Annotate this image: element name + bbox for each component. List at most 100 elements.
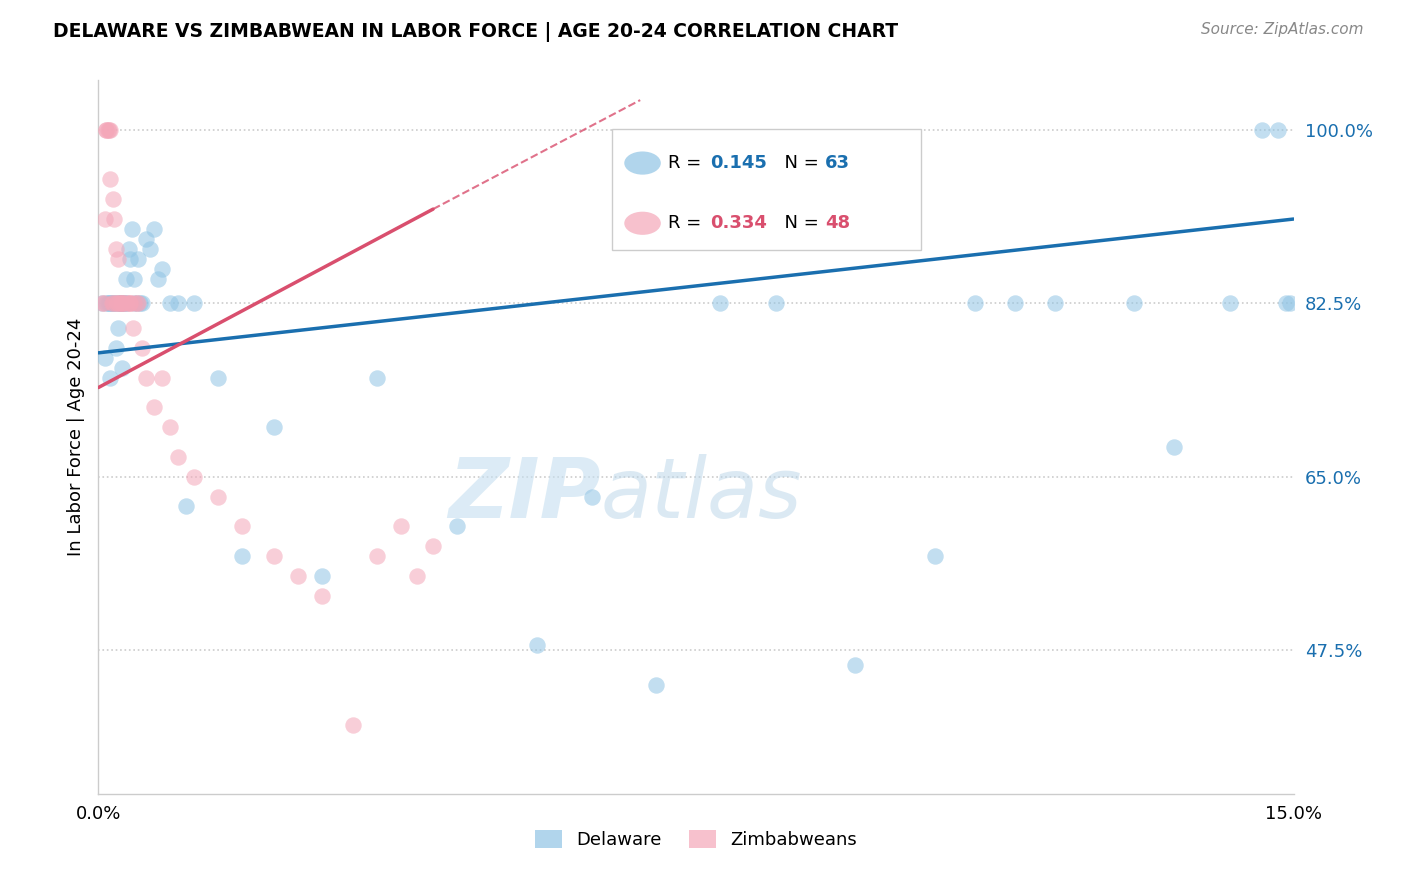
Point [1278,296,1301,310]
Text: 48: 48 [825,214,851,232]
Point [114,296,136,310]
Point [963,296,986,310]
Point [115,271,138,285]
Text: N =: N = [773,214,825,232]
Point [96,123,118,137]
Point [107,321,129,335]
Point [924,549,946,563]
Point [98,296,122,310]
Text: 0.145: 0.145 [710,154,766,172]
Point [108,296,131,310]
Point [581,490,603,504]
Point [263,549,285,563]
Point [366,370,388,384]
Point [110,296,132,310]
Text: 0.334: 0.334 [710,214,766,232]
Text: DELAWARE VS ZIMBABWEAN IN LABOR FORCE | AGE 20-24 CORRELATION CHART: DELAWARE VS ZIMBABWEAN IN LABOR FORCE | … [53,22,898,42]
Point [103,296,125,310]
Point [406,569,429,583]
Point [389,519,412,533]
Point [143,401,166,415]
Point [342,717,364,731]
Point [167,450,190,464]
Point [231,549,253,563]
Point [111,296,134,310]
Point [101,192,124,206]
Point [121,222,143,236]
Point [96,296,118,310]
Point [1267,123,1289,137]
Point [104,296,127,310]
Point [97,123,120,137]
Point [125,296,148,310]
Point [135,232,157,246]
Point [105,296,128,310]
Text: R =: R = [668,154,707,172]
Point [118,296,141,310]
Point [127,252,149,266]
Point [127,296,149,310]
Point [108,296,131,310]
Point [105,296,128,310]
Point [159,296,181,310]
Point [167,296,190,310]
Point [709,296,731,310]
Point [98,370,122,384]
Point [93,296,115,310]
Point [112,296,135,310]
Point [97,123,120,137]
Point [120,296,142,310]
Point [94,212,117,227]
Point [124,296,146,310]
Text: 63: 63 [825,154,851,172]
Point [124,296,146,310]
Point [118,242,141,256]
Point [101,296,124,310]
Point [645,678,668,692]
Text: R =: R = [668,214,707,232]
Y-axis label: In Labor Force | Age 20-24: In Labor Force | Age 20-24 [66,318,84,557]
Text: atlas: atlas [600,454,801,534]
Point [1004,296,1026,310]
Point [125,296,148,310]
Point [148,271,170,285]
Point [422,539,444,553]
Point [91,296,114,310]
Point [1043,296,1066,310]
Point [844,658,866,673]
Point [98,172,122,186]
Point [91,296,114,310]
Point [526,638,548,652]
Point [98,123,122,137]
Point [765,296,787,310]
Point [111,296,134,310]
Point [231,519,253,533]
Legend: Delaware, Zimbabweans: Delaware, Zimbabweans [527,822,865,856]
Point [107,296,129,310]
Point [311,589,333,603]
Point [135,370,157,384]
Point [131,296,153,310]
Point [183,296,205,310]
Point [263,420,285,434]
Point [287,569,309,583]
Point [104,242,127,256]
Point [1250,123,1272,137]
Text: N =: N = [773,154,825,172]
Point [115,296,138,310]
Point [1123,296,1146,310]
Text: ZIP: ZIP [447,454,600,534]
Point [111,296,134,310]
Point [101,296,124,310]
Point [446,519,468,533]
Point [103,212,125,227]
Point [121,321,143,335]
Point [120,252,142,266]
Point [143,222,166,236]
Point [104,341,127,355]
Point [311,569,333,583]
Point [128,296,150,310]
Point [207,490,229,504]
Point [112,296,135,310]
Point [101,296,124,310]
